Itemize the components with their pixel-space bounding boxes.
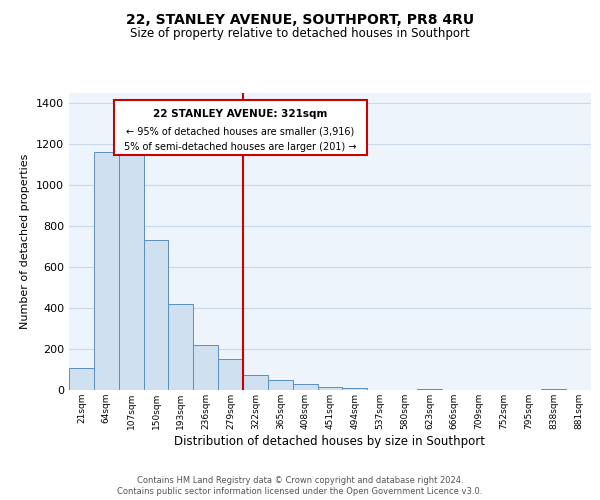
Text: Contains HM Land Registry data © Crown copyright and database right 2024.: Contains HM Land Registry data © Crown c… xyxy=(137,476,463,485)
Bar xyxy=(119,152,143,390)
Bar xyxy=(94,152,119,390)
FancyBboxPatch shape xyxy=(114,100,367,155)
Bar xyxy=(218,359,243,390)
Text: Contains public sector information licensed under the Open Government Licence v3: Contains public sector information licen… xyxy=(118,487,482,496)
Bar xyxy=(143,240,169,390)
X-axis label: Distribution of detached houses by size in Southport: Distribution of detached houses by size … xyxy=(175,434,485,448)
Y-axis label: Number of detached properties: Number of detached properties xyxy=(20,154,31,329)
Text: Size of property relative to detached houses in Southport: Size of property relative to detached ho… xyxy=(130,28,470,40)
Bar xyxy=(343,388,367,390)
Text: 22, STANLEY AVENUE, SOUTHPORT, PR8 4RU: 22, STANLEY AVENUE, SOUTHPORT, PR8 4RU xyxy=(126,12,474,26)
Text: 5% of semi-detached houses are larger (201) →: 5% of semi-detached houses are larger (2… xyxy=(124,142,357,152)
Bar xyxy=(317,387,343,390)
Bar xyxy=(268,380,293,390)
Bar xyxy=(69,368,94,390)
Bar xyxy=(417,389,442,390)
Bar xyxy=(541,389,566,390)
Text: ← 95% of detached houses are smaller (3,916): ← 95% of detached houses are smaller (3,… xyxy=(127,126,355,136)
Bar xyxy=(169,304,193,390)
Bar xyxy=(243,374,268,390)
Text: 22 STANLEY AVENUE: 321sqm: 22 STANLEY AVENUE: 321sqm xyxy=(154,109,328,119)
Bar xyxy=(293,384,317,390)
Bar xyxy=(193,345,218,390)
